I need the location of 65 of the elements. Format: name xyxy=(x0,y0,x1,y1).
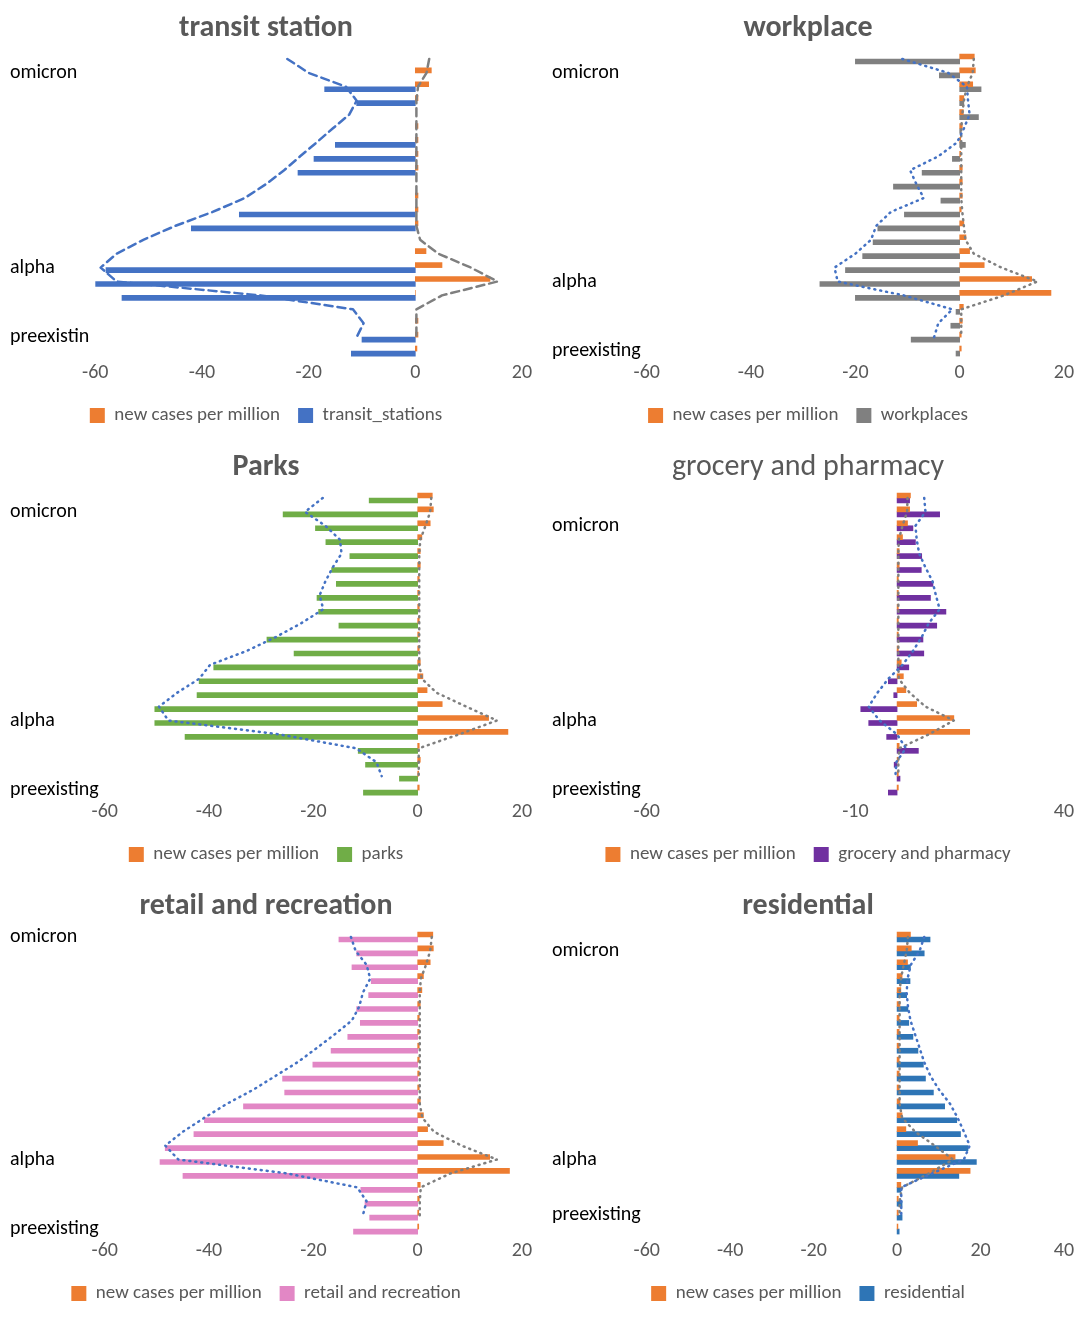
y-tick-label: preexisting xyxy=(552,1201,642,1226)
x-tick-label: -20 xyxy=(295,359,322,383)
legend-label: parks xyxy=(361,841,404,865)
legend-label: new cases per million xyxy=(675,1280,842,1304)
y-tick-label: alpha xyxy=(10,706,55,731)
y-tick-label: omicron xyxy=(10,58,78,83)
chart-title: transit station xyxy=(179,6,353,44)
x-tick-label: 0 xyxy=(412,798,423,822)
x-tick-label: -20 xyxy=(800,1237,827,1261)
legend-label: workplaces xyxy=(880,402,968,426)
x-tick-label: -40 xyxy=(716,1237,744,1261)
chart-title: workplace xyxy=(743,6,873,44)
x-tick-label: -20 xyxy=(300,1237,327,1261)
x-tick-label: -60 xyxy=(91,798,118,822)
y-tick-label: omicron xyxy=(552,58,620,83)
x-tick-label: -40 xyxy=(195,798,223,822)
y-tick-label: omicron xyxy=(10,497,78,522)
x-tick-label: 0 xyxy=(410,359,421,383)
x-tick-label: 40 xyxy=(1053,1237,1075,1261)
chart-title: residential xyxy=(742,884,874,922)
x-tick-label: 20 xyxy=(1053,359,1075,383)
y-tick-label: omicron xyxy=(552,511,620,536)
legend-label: residential xyxy=(883,1280,965,1304)
chart-title: retail and recreation xyxy=(139,884,393,922)
y-tick-label: omicron xyxy=(10,922,78,947)
y-tick-label: alpha xyxy=(552,267,597,292)
legend-label: grocery and pharmacy xyxy=(838,841,1011,865)
legend-label: transit_stations xyxy=(322,402,443,426)
x-tick-label: 0 xyxy=(954,359,965,383)
x-tick-label: 0 xyxy=(412,1237,423,1261)
y-tick-label: alpha xyxy=(552,706,597,731)
y-tick-label: omicron xyxy=(552,936,620,961)
legend-label: new cases per million xyxy=(153,841,320,865)
legend-label: retail and recreation xyxy=(304,1280,461,1304)
x-tick-label: -40 xyxy=(188,359,216,383)
y-tick-label: alpha xyxy=(552,1145,597,1170)
y-tick-label: preexisting xyxy=(10,1215,100,1240)
x-tick-label: -60 xyxy=(633,798,660,822)
legend-label: new cases per million xyxy=(95,1280,262,1304)
x-tick-label: -20 xyxy=(842,359,869,383)
x-tick-label: 20 xyxy=(970,1237,991,1261)
x-tick-label: -60 xyxy=(633,1237,660,1261)
legend-label: new cases per million xyxy=(114,402,281,426)
y-tick-label: alpha xyxy=(10,253,55,278)
x-tick-label: 20 xyxy=(511,359,533,383)
x-tick-label: 20 xyxy=(511,798,533,822)
chart-title: grocery and pharmacy xyxy=(671,445,945,483)
y-tick-label: preexisting xyxy=(10,776,100,801)
x-tick-label: 0 xyxy=(892,1237,903,1261)
x-tick-label: -60 xyxy=(633,359,660,383)
y-tick-label: preexistin xyxy=(10,323,90,348)
y-tick-label: preexisting xyxy=(552,776,642,801)
legend-label: new cases per million xyxy=(672,402,839,426)
x-tick-label: -10 xyxy=(842,798,869,822)
x-tick-label: 40 xyxy=(1053,798,1075,822)
x-tick-label: -60 xyxy=(82,359,109,383)
x-tick-label: -40 xyxy=(737,359,765,383)
x-tick-label: -20 xyxy=(300,798,327,822)
y-tick-label: alpha xyxy=(10,1145,55,1170)
x-tick-label: 20 xyxy=(511,1237,533,1261)
chart-title: Parks xyxy=(232,445,300,483)
x-tick-label: -40 xyxy=(195,1237,223,1261)
x-tick-label: -60 xyxy=(91,1237,118,1261)
legend-label: new cases per million xyxy=(629,841,796,865)
y-tick-label: preexisting xyxy=(552,337,642,362)
